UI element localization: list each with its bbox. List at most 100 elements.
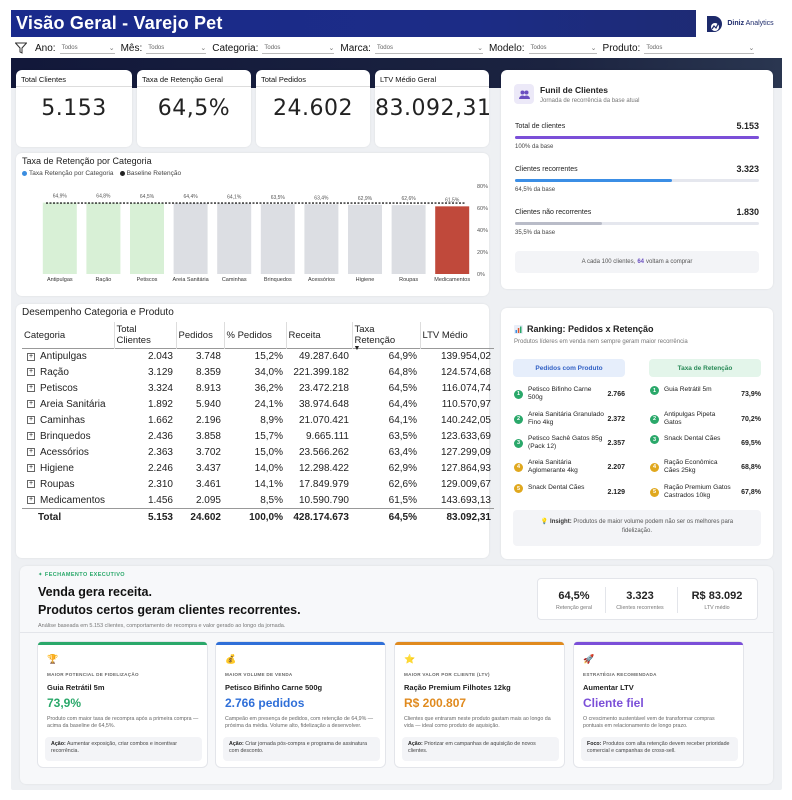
expand-plus-icon[interactable]: + (27, 464, 35, 473)
table-cell-categoria: + Roupas (27, 479, 75, 490)
table-row[interactable]: + Ração 3.129 8.359 34,0% 221.399.182 64,8% 124… (22, 365, 494, 381)
table-cell: 63,4% (388, 447, 417, 458)
funnel-filter-icon[interactable] (15, 42, 27, 54)
ranking-left-item[interactable]: 3 Petisco Sachê Gatos 85g (Pack 12) (514, 435, 606, 451)
table-cell-categoria: + Higiene (27, 463, 74, 474)
legend-item-series[interactable]: Taxa Retenção por Categoria (22, 170, 114, 177)
ranking-right-item[interactable]: 3 Snack Dental Cães (650, 435, 732, 444)
table-row[interactable]: + Acessórios 2.363 3.702 15,0% 23.566.262 63,4… (22, 445, 494, 461)
chart-bar[interactable] (130, 203, 164, 274)
filter-categoria-label: Categoria: (212, 42, 259, 54)
chart-bar[interactable] (173, 203, 208, 274)
table-cell: 49.287.640 (298, 351, 349, 363)
table-total-cell: 5.153 (114, 508, 176, 526)
table-total-row: Total 5.153 24.602 100,0% 428.174.673 64,5% 83… (22, 508, 494, 526)
funnel-row-label: Total de clientes (515, 123, 566, 130)
expand-plus-icon[interactable]: + (27, 480, 35, 489)
chart-bar[interactable] (304, 204, 339, 274)
ranking-left-item[interactable]: 5 Snack Dental Cães (514, 484, 606, 493)
chart-legend: Taxa Retenção por Categoria Baseline Ret… (22, 170, 181, 177)
expand-plus-icon[interactable]: + (27, 448, 35, 457)
retention-chart-card: Taxa de Retenção por Categoria Taxa Rete… (16, 153, 489, 296)
col-header-ltv-medio[interactable]: LTV Médio (422, 329, 468, 341)
card-description: O crescimento sustentável vem de transfo… (583, 716, 715, 730)
chart-bar[interactable] (260, 204, 295, 274)
filter-marca-select[interactable]: Todos ⌄ (374, 42, 483, 54)
brand-name: Diniz Analytics (727, 20, 774, 27)
table-cell: 23.472.218 (298, 383, 349, 394)
filter-produto-select[interactable]: Todos ⌄ (644, 42, 755, 54)
expand-plus-icon[interactable]: + (27, 432, 35, 441)
chart-bar[interactable] (391, 205, 426, 274)
expand-plus-icon[interactable]: + (27, 416, 35, 425)
table-cell: 127.864,93 (440, 463, 491, 474)
table-row[interactable]: + Antipulgas 2.043 3.748 15,2% 49.287.640 64,9… (22, 349, 494, 365)
ranking-left-item[interactable]: 4 Areia Sanitária Aglomerante 4kg (514, 459, 606, 475)
table-row[interactable]: + Higiene 2.246 3.437 14,0% 12.298.422 62,9% 12… (22, 461, 494, 477)
ranking-left-item[interactable]: 2 Areia Sanitária Granulado Fino 4kg (514, 411, 606, 427)
filter-categoria-select[interactable]: Todos ⌄ (262, 42, 335, 54)
table-cell: 23.566.262 (298, 447, 349, 458)
table-cell: 34,0% (254, 367, 283, 378)
ranking-item-name: Areia Sanitária Aglomerante 4kg (528, 459, 578, 475)
chart-bar[interactable] (435, 206, 470, 274)
col-header-taxa-retencao[interactable]: Taxa Retenção ▼ (352, 322, 421, 352)
expand-plus-icon[interactable]: + (27, 368, 35, 377)
ranking-item-value: 2.357 (607, 440, 625, 447)
ranking-item-value: 2.766 (607, 391, 625, 398)
table-row[interactable]: + Caminhas 1.662 2.196 8,9% 21.070.421 64,1% 14… (22, 413, 494, 429)
filter-mes-label: Mês: (120, 42, 143, 54)
chart-bar[interactable] (348, 204, 382, 274)
table-cell: 17.849.979 (298, 479, 349, 490)
col-header-categoria[interactable]: Categoria (22, 322, 115, 349)
table-cell: 221.399.182 (293, 367, 349, 378)
table-row[interactable]: + Brinquedos 2.436 3.858 15,7% 9.665.111 63,5%… (22, 429, 494, 445)
expand-plus-icon[interactable]: + (27, 496, 35, 505)
rocket-icon: 🚀 (583, 654, 595, 664)
table-header-row: Categoria Total Clientes Pedidos % Pedid… (22, 322, 494, 352)
table-row[interactable]: + Roupas 2.310 3.461 14,1% 17.849.979 62,6% 129… (22, 477, 494, 493)
ranking-left-item[interactable]: 1 Petisco Bifinho Carne 500g (514, 386, 606, 402)
kpi-label: Total Clientes (21, 75, 67, 84)
col-header-receita[interactable]: Receita (286, 322, 353, 349)
chart-bar[interactable] (42, 202, 77, 274)
ranking-right-item[interactable]: 5 Ração Premium Gatos Castrados 10kg (650, 484, 732, 500)
filter-mes-select[interactable]: Todos ⌄ (146, 42, 207, 54)
tab-pedidos-com-produto[interactable]: Pedidos com Produto (513, 359, 625, 377)
table-row[interactable]: + Areia Sanitária 1.892 5.940 24,1% 38.974.64… (22, 397, 494, 413)
kpi-total-pedidos: Total Pedidos 24.602 (256, 70, 370, 147)
rank-number-badge: 4 (650, 462, 659, 472)
table-cell: 62,6% (388, 479, 417, 490)
ranking-right-item[interactable]: 2 Antipulgas Pipeta Gatos (650, 411, 732, 427)
table-cell: 3.702 (195, 447, 221, 458)
performance-table-card: Desempenho Categoria e Produto Categoria… (16, 304, 494, 558)
tab-taxa-retencao[interactable]: Taxa de Retenção (649, 359, 761, 377)
col-header-pedidos[interactable]: Pedidos (176, 322, 225, 349)
table-row[interactable]: + Medicamentos 1.456 2.095 8,5% 10.590.790 61,… (22, 493, 494, 509)
table-cell: 10.590.790 (298, 494, 349, 506)
col-header-pct-pedidos[interactable]: % Pedidos (224, 322, 287, 349)
filter-modelo-select[interactable]: Todos ⌄ (528, 42, 597, 54)
ranking-right-item[interactable]: 4 Ração Econômica Cães 25kg (650, 459, 732, 475)
y-tick-label: 20% (477, 250, 488, 256)
kpi-label: Total Pedidos (261, 75, 307, 84)
ranking-item-name: Areia Sanitária Granulado Fino 4kg (528, 411, 604, 427)
bar-value-label: 64,4% (184, 194, 199, 200)
legend-item-baseline[interactable]: Baseline Retenção (119, 170, 181, 177)
expand-plus-icon[interactable]: + (27, 384, 35, 393)
filter-ano-select[interactable]: Todos ⌄ (59, 42, 115, 54)
card-action: Ação: Criar jornada pós-compra e program… (223, 737, 380, 761)
funnel-bar-fill (515, 179, 673, 182)
chart-bar[interactable] (86, 202, 121, 274)
filter-produto: Produto: Todos ⌄ (603, 42, 755, 54)
table-row[interactable]: + Petiscos 3.324 8.913 36,2% 23.472.218 64,5% 1… (22, 381, 494, 397)
rank-number-badge: 2 (514, 414, 523, 424)
ranking-item-value: 2.129 (607, 489, 625, 496)
ranking-right-item[interactable]: 1 Guia Retrátil 5m (650, 386, 732, 395)
expand-plus-icon[interactable]: + (27, 400, 35, 409)
expand-plus-icon[interactable]: + (27, 352, 35, 361)
col-header-total-clientes[interactable]: Total Clientes (114, 322, 177, 349)
chart-bar[interactable] (217, 203, 252, 274)
mini-kpi-recorrentes: 3.323 Clientes recorrentes (616, 590, 664, 611)
x-tick-label: Brinquedos (264, 277, 292, 283)
